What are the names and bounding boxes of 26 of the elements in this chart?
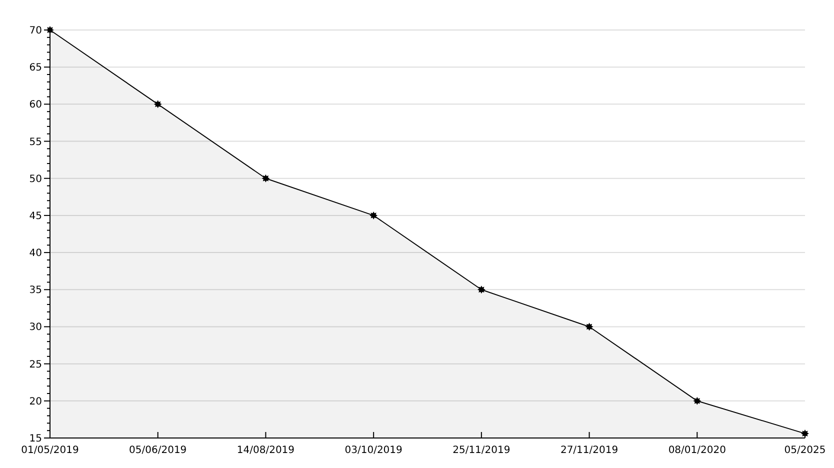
y-tick-label: 55 [29, 136, 42, 148]
y-tick-label: 15 [29, 434, 42, 444]
y-tick-label: 40 [29, 248, 42, 260]
point [370, 211, 378, 220]
x-tick-label: 03/10/2019 [344, 445, 402, 456]
y-tick-label: 25 [29, 359, 42, 370]
x-tick-label: 08/01/2020 [668, 445, 726, 456]
y-tick-label: 20 [29, 396, 42, 408]
y-tick-label: 35 [29, 285, 42, 296]
x-tick-label: 27/11/2019 [560, 445, 618, 456]
y-tick-label: 60 [29, 100, 42, 111]
x-tick-label: 05/06/2019 [129, 445, 187, 456]
point [477, 286, 486, 294]
x-tick-label: 14/08/2019 [236, 445, 295, 456]
point [262, 174, 270, 182]
x-tick-label: 01/05/2019 [21, 445, 79, 456]
y-tick-label: 45 [29, 210, 42, 222]
y-tick-label: 70 [29, 26, 42, 36]
x-tick-label: 05/2025 [784, 445, 826, 456]
point [585, 322, 594, 331]
y-tick-label: 65 [29, 62, 42, 74]
point [693, 396, 702, 405]
y-tick-label: 50 [29, 174, 42, 185]
x-tick-label: 25/11/2019 [452, 445, 510, 456]
y-tick-label: 30 [29, 322, 42, 334]
point [154, 100, 162, 108]
